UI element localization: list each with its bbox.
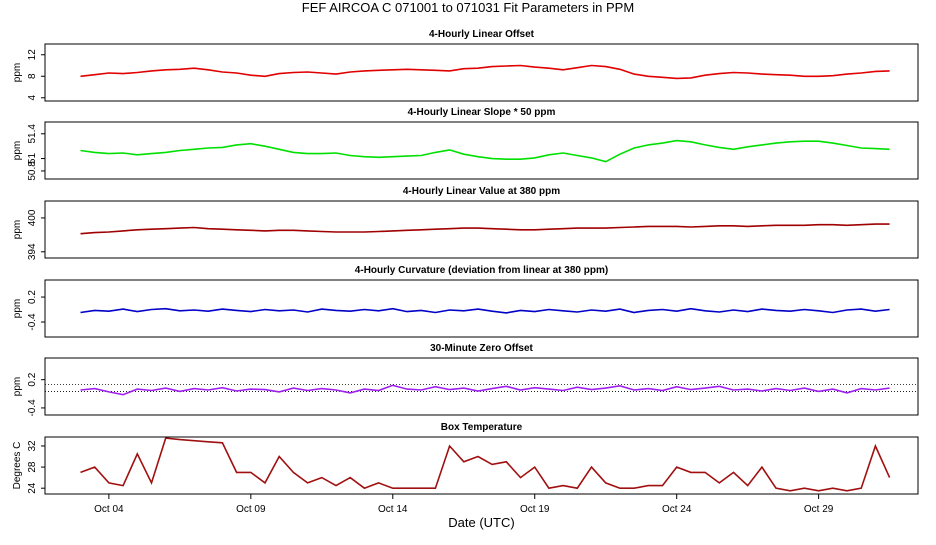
y-axis-label: ppm bbox=[12, 141, 23, 160]
data-line bbox=[80, 64, 890, 80]
y-tick-label: 400 bbox=[27, 209, 38, 226]
x-tick-label: Oct 04 bbox=[94, 504, 124, 515]
y-tick-label: 24 bbox=[27, 482, 38, 494]
plot-frame bbox=[44, 357, 919, 416]
plot-frame bbox=[44, 121, 919, 180]
plot-frame bbox=[44, 279, 919, 338]
x-axis-label: Date (UTC) bbox=[448, 515, 514, 530]
data-line bbox=[80, 139, 890, 163]
y-tick-label: 28 bbox=[27, 461, 38, 473]
x-tick-label: Oct 24 bbox=[662, 504, 692, 515]
data-line bbox=[80, 223, 890, 235]
y-tick-label: 8 bbox=[27, 73, 38, 79]
x-tick-label: Oct 09 bbox=[236, 504, 266, 515]
plot-frame bbox=[44, 200, 919, 259]
y-tick-label: 0.2 bbox=[27, 290, 38, 304]
panel-title: Box Temperature bbox=[441, 422, 523, 433]
panel-title: 4-Hourly Linear Slope * 50 ppm bbox=[408, 107, 556, 118]
data-line bbox=[80, 384, 890, 396]
y-tick-label: 51.4 bbox=[27, 124, 38, 144]
x-tick-label: Oct 19 bbox=[520, 504, 550, 515]
y-tick-label: 4 bbox=[27, 95, 38, 101]
chart-title: FEF AIRCOA C 071001 to 071031 Fit Parame… bbox=[302, 0, 634, 15]
data-line bbox=[80, 307, 890, 314]
y-tick-label: -0.4 bbox=[27, 399, 38, 417]
plot-frame bbox=[44, 436, 919, 495]
y-tick-label: -0.4 bbox=[27, 313, 38, 331]
panel-title: 30-Minute Zero Offset bbox=[430, 343, 533, 354]
y-axis-label: ppm bbox=[12, 63, 23, 82]
y-tick-label: 32 bbox=[27, 440, 38, 452]
y-tick-label: 50.8 bbox=[27, 161, 38, 181]
y-axis-label: ppm bbox=[12, 377, 23, 396]
plot-frame bbox=[44, 43, 919, 102]
panel-title: 4-Hourly Linear Value at 380 ppm bbox=[403, 186, 560, 197]
panel-title: 4-Hourly Linear Offset bbox=[429, 29, 535, 40]
y-axis-label: ppm bbox=[12, 220, 23, 239]
data-line bbox=[80, 437, 891, 492]
y-axis-label: ppm bbox=[12, 299, 23, 318]
y-axis-label: Degrees C bbox=[12, 442, 23, 490]
x-tick-label: Oct 14 bbox=[378, 504, 408, 515]
y-tick-label: 0.2 bbox=[27, 372, 38, 386]
y-tick-label: 51 bbox=[27, 153, 38, 165]
panel-title: 4-Hourly Curvature (deviation from linea… bbox=[355, 265, 608, 276]
y-tick-label: 394 bbox=[27, 243, 38, 260]
y-tick-label: 12 bbox=[27, 49, 38, 61]
x-tick-label: Oct 29 bbox=[804, 504, 834, 515]
